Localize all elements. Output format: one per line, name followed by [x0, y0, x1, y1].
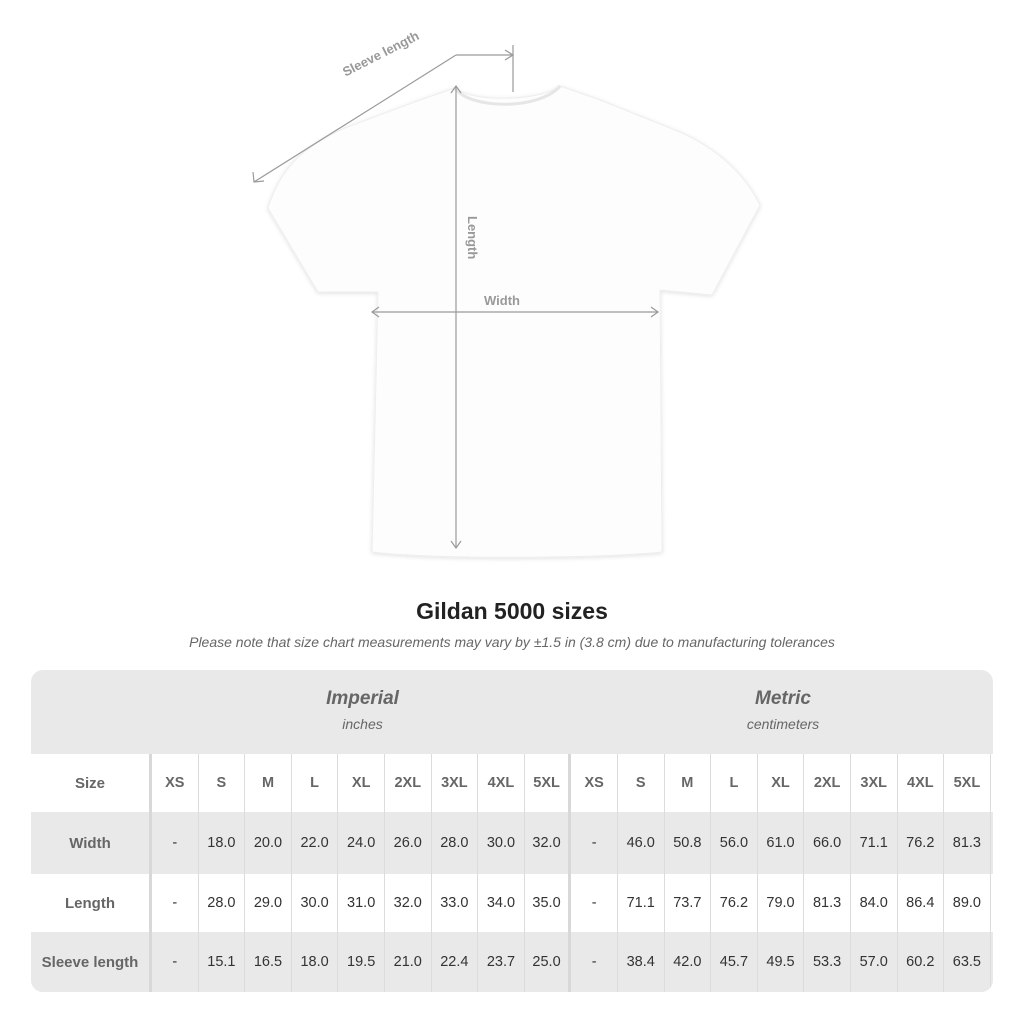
imperial-value-cell: 29.0	[245, 874, 292, 932]
metric-value-cell: 71.1	[851, 812, 898, 874]
imperial-value-cell: 16.5	[245, 932, 292, 992]
imperial-value-cell: 19.5	[338, 932, 385, 992]
size-column-header: XS	[152, 754, 199, 812]
metric-group-header: Metric centimeters	[573, 670, 993, 754]
imperial-value-cell: 28.0	[432, 812, 479, 874]
size-column-header: 5XL	[525, 754, 572, 812]
metric-unit: centimeters	[746, 716, 820, 732]
row-label: Sleeve length	[31, 932, 152, 992]
imperial-value-cell: -	[152, 932, 199, 992]
table-row: Length -28.0 29.0 30.0 31.0 32.0 33.0 34.0 35.0-…	[31, 874, 993, 932]
metric-value-cell: 46.0	[618, 812, 665, 874]
imperial-value-cell: 33.0	[432, 874, 479, 932]
imperial-value-cell: 28.0	[199, 874, 246, 932]
length-label: Length	[465, 216, 480, 260]
imperial-value-cell: -	[152, 874, 199, 932]
imperial-value-cell: 32.0	[525, 812, 572, 874]
table-row: Sleeve length -15.1 16.5 18.0 19.5 21.0 22.4 23…	[31, 932, 993, 992]
size-column-header: XS	[571, 754, 618, 812]
metric-value-cell: 79.0	[758, 874, 805, 932]
metric-value-cell: 73.7	[665, 874, 712, 932]
imperial-value-cell: 22.0	[292, 812, 339, 874]
imperial-value-cell: 23.7	[478, 932, 525, 992]
metric-value-cell: 42.0	[665, 932, 712, 992]
size-column-header: L	[292, 754, 339, 812]
imperial-value-cell: 20.0	[245, 812, 292, 874]
imperial-value-cell: 31.0	[338, 874, 385, 932]
imperial-value-cell: 30.0	[292, 874, 339, 932]
imperial-value-cell: 35.0	[525, 874, 572, 932]
metric-value-cell: 38.4	[618, 932, 665, 992]
metric-value-cell: -	[571, 874, 618, 932]
metric-value-cell: 76.2	[898, 812, 945, 874]
size-column-header: XL	[758, 754, 805, 812]
metric-value-cell: 49.5	[758, 932, 805, 992]
imperial-value-cell: 30.0	[478, 812, 525, 874]
metric-value-cell: 57.0	[851, 932, 898, 992]
size-header: Size	[31, 754, 152, 812]
row-label: Length	[31, 874, 152, 932]
imperial-value-cell: 15.1	[199, 932, 246, 992]
metric-value-cell: 71.1	[618, 874, 665, 932]
size-column-header: M	[665, 754, 712, 812]
size-column-header: XL	[338, 754, 385, 812]
imperial-value-cell: 18.0	[199, 812, 246, 874]
size-column-header: 4XL	[898, 754, 945, 812]
metric-value-cell: 63.5	[944, 932, 991, 992]
imperial-value-cell: 25.0	[525, 932, 572, 992]
size-column-header: S	[199, 754, 246, 812]
header-row: Size XS S M L XL 2XL 3XL 4XL 5XL XS S M L XL 2XL 3XL 4XL 5…	[31, 754, 993, 812]
metric-value-cell: 60.2	[898, 932, 945, 992]
imperial-value-cell: 22.4	[432, 932, 479, 992]
size-column-header: 2XL	[385, 754, 432, 812]
imperial-title: Imperial	[326, 688, 399, 709]
metric-value-cell: 45.7	[711, 932, 758, 992]
metric-value-cell: 84.0	[851, 874, 898, 932]
imperial-value-cell: 21.0	[385, 932, 432, 992]
size-column-header: L	[711, 754, 758, 812]
size-table: Imperial inches Metric centimeters Size X…	[31, 670, 993, 992]
size-column-header: 3XL	[851, 754, 898, 812]
metric-value-cell: 76.2	[711, 874, 758, 932]
size-column-header: S	[618, 754, 665, 812]
imperial-group-header: Imperial inches	[152, 670, 573, 754]
size-column-header: 2XL	[804, 754, 851, 812]
metric-value-cell: 81.3	[804, 874, 851, 932]
size-column-header: 4XL	[478, 754, 525, 812]
metric-value-cell: -	[571, 932, 618, 992]
metric-value-cell: 61.0	[758, 812, 805, 874]
imperial-value-cell: 34.0	[478, 874, 525, 932]
size-column-header: M	[245, 754, 292, 812]
width-label: Width	[484, 293, 520, 308]
imperial-unit: inches	[342, 716, 383, 732]
imperial-value-cell: 32.0	[385, 874, 432, 932]
size-column-header: 3XL	[432, 754, 479, 812]
tshirt-shape	[267, 85, 761, 558]
imperial-value-cell: -	[152, 812, 199, 874]
table-row: Width -18.0 20.0 22.0 24.0 26.0 28.0 30.0 32.0-4…	[31, 812, 993, 874]
sleeve-length-line	[253, 54, 457, 183]
tolerance-note: Please note that size chart measurements…	[189, 634, 835, 650]
imperial-value-cell: 18.0	[292, 932, 339, 992]
metric-value-cell: 56.0	[711, 812, 758, 874]
metric-value-cell: 89.0	[944, 874, 991, 932]
metric-value-cell: -	[571, 812, 618, 874]
size-column-header: 5XL	[944, 754, 991, 812]
metric-value-cell: 66.0	[804, 812, 851, 874]
metric-value-cell: 53.3	[804, 932, 851, 992]
metric-value-cell: 81.3	[944, 812, 991, 874]
page-title: Gildan 5000 sizes	[416, 598, 608, 624]
tshirt-diagram	[252, 45, 761, 558]
imperial-value-cell: 24.0	[338, 812, 385, 874]
metric-title: Metric	[755, 688, 811, 709]
row-label: Width	[31, 812, 152, 874]
metric-value-cell: 86.4	[898, 874, 945, 932]
imperial-value-cell: 26.0	[385, 812, 432, 874]
metric-value-cell: 50.8	[665, 812, 712, 874]
